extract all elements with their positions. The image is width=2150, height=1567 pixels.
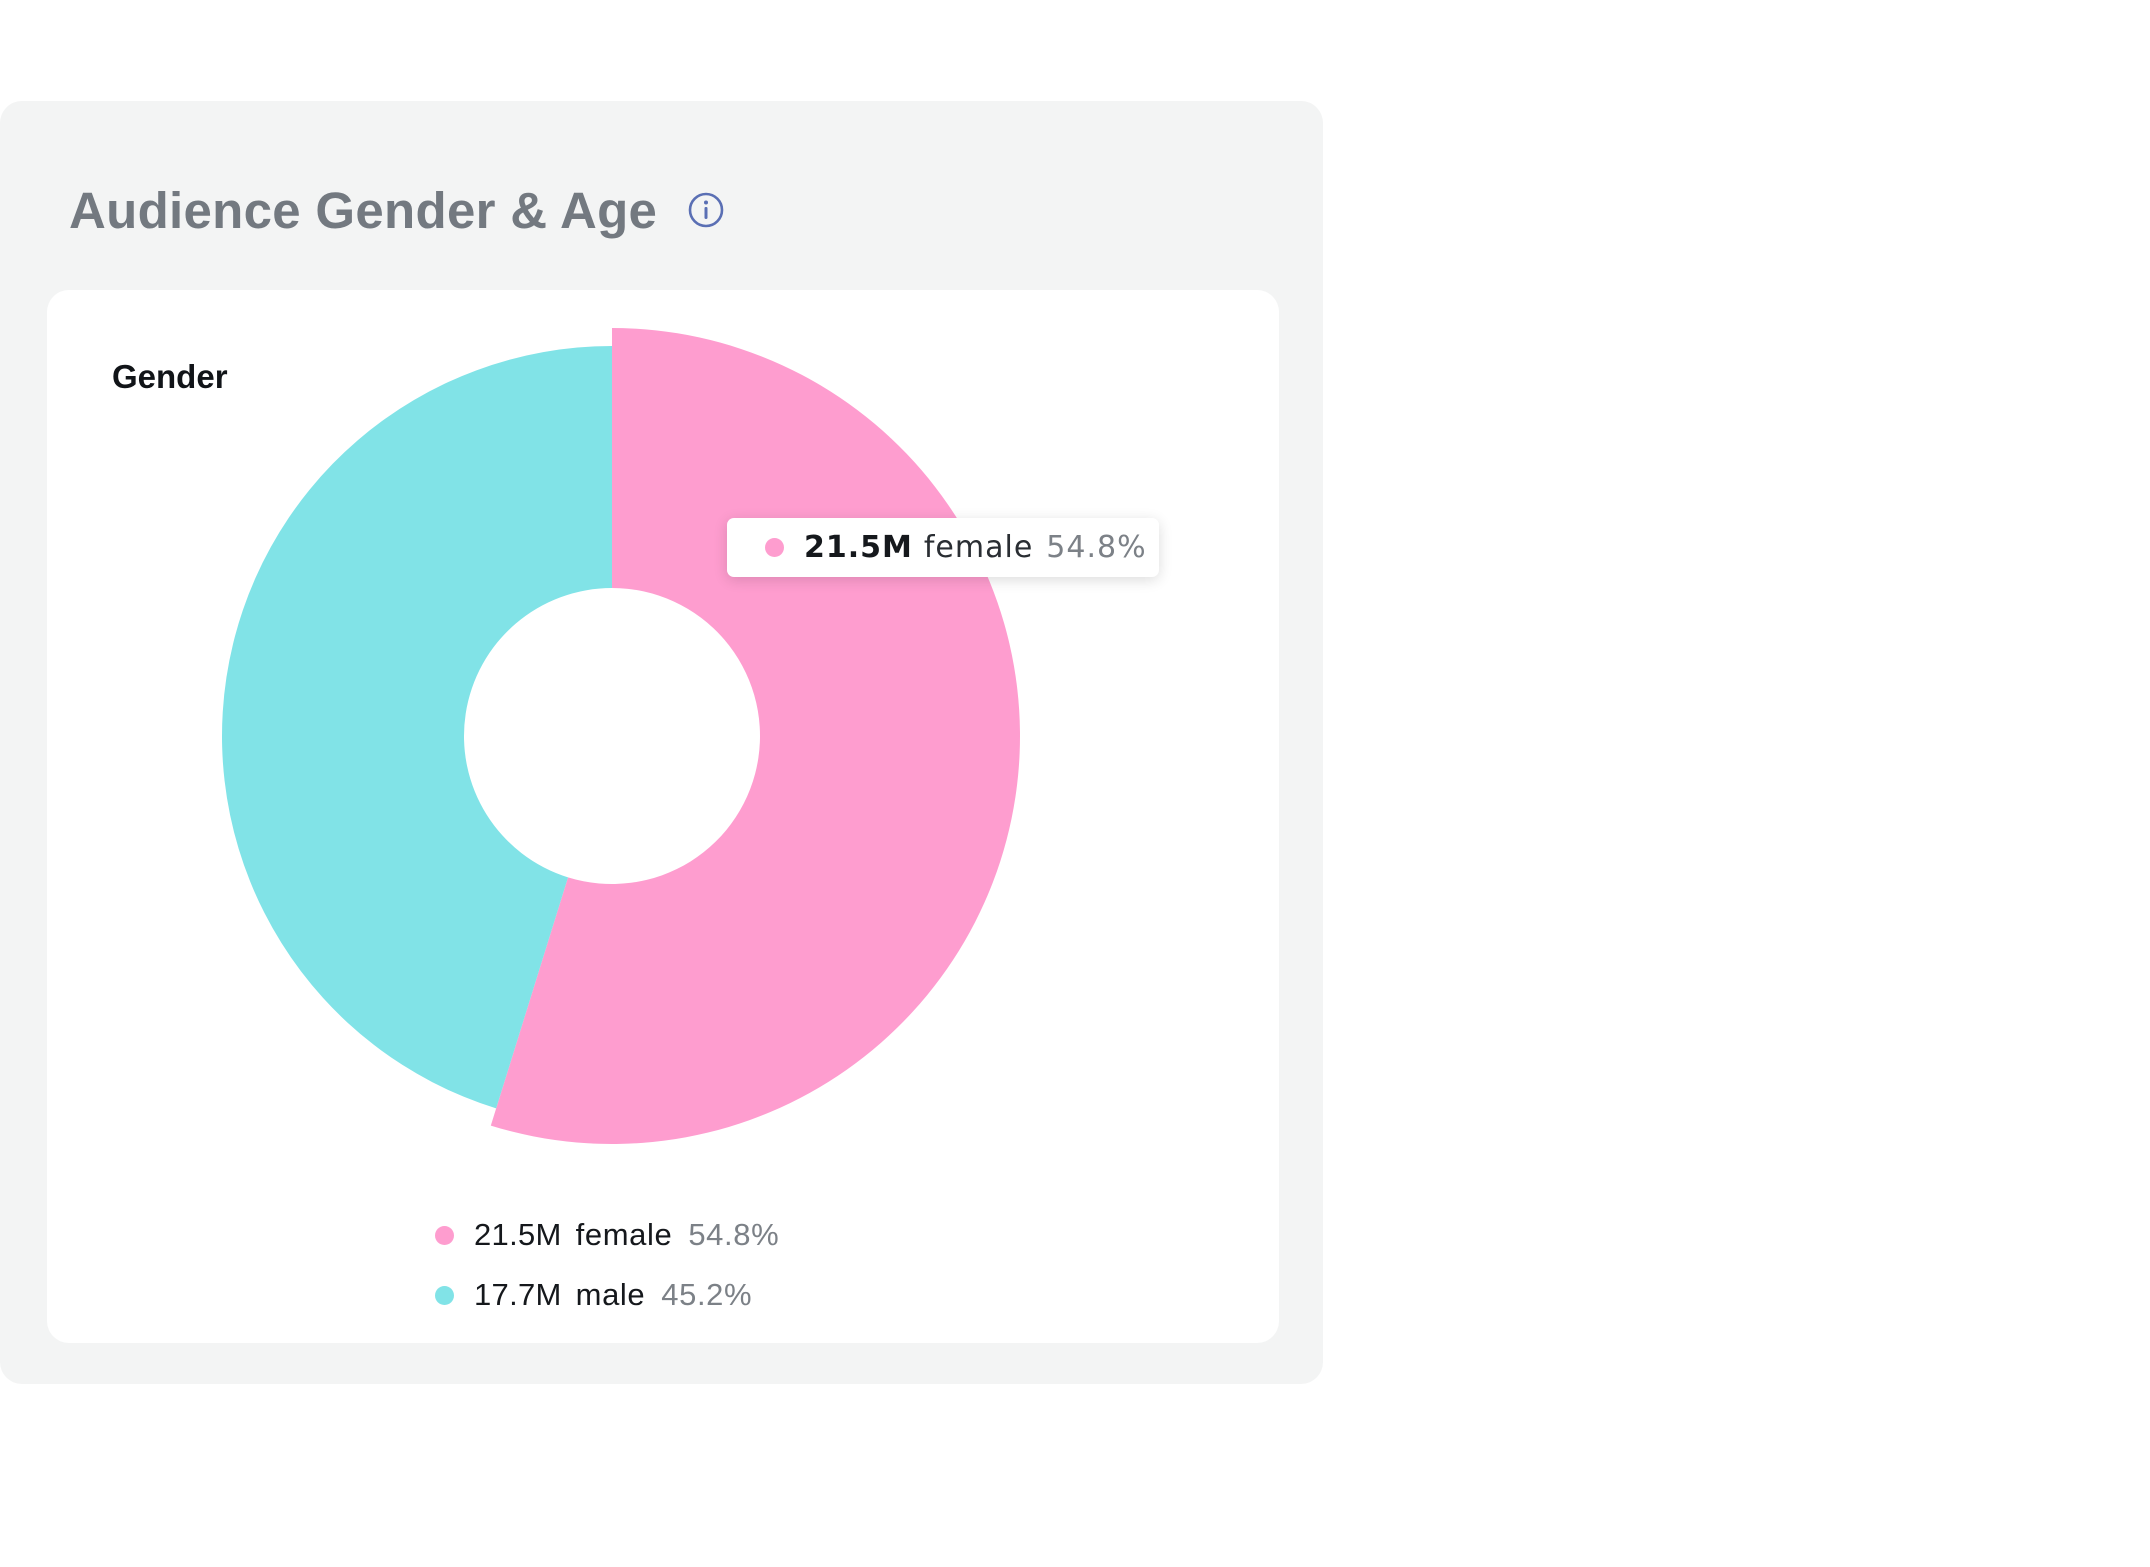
legend-item-male[interactable]: 17.7M male 45.2% [435, 1265, 779, 1325]
card-title: Audience Gender & Age [69, 181, 658, 239]
donut-slice-male[interactable] [221, 346, 612, 1109]
chart-title: Gender [112, 358, 228, 395]
legend-color-dot [435, 1285, 454, 1305]
info-icon[interactable] [687, 191, 725, 229]
legend-label: female [575, 1217, 673, 1252]
legend-label: male [575, 1277, 646, 1312]
tooltip-label: female [923, 530, 1034, 565]
legend-value: 17.7M [474, 1277, 562, 1312]
legend-percent: 54.8% [688, 1217, 780, 1252]
legend-value: 21.5M [474, 1217, 562, 1252]
legend-color-dot [435, 1225, 454, 1245]
tooltip-color-dot [765, 538, 784, 557]
tooltip-value: 21.5M [804, 530, 913, 565]
legend-percent: 45.2% [661, 1277, 753, 1312]
chart-legend: 21.5M female 54.8% 17.7M male 45.2% [435, 1205, 779, 1325]
chart-tooltip: 21.5M female 54.8% [727, 518, 1159, 577]
card-header: Audience Gender & Age [69, 175, 725, 245]
legend-item-female[interactable]: 21.5M female 54.8% [435, 1205, 779, 1265]
tooltip-percent: 54.8% [1046, 530, 1147, 565]
